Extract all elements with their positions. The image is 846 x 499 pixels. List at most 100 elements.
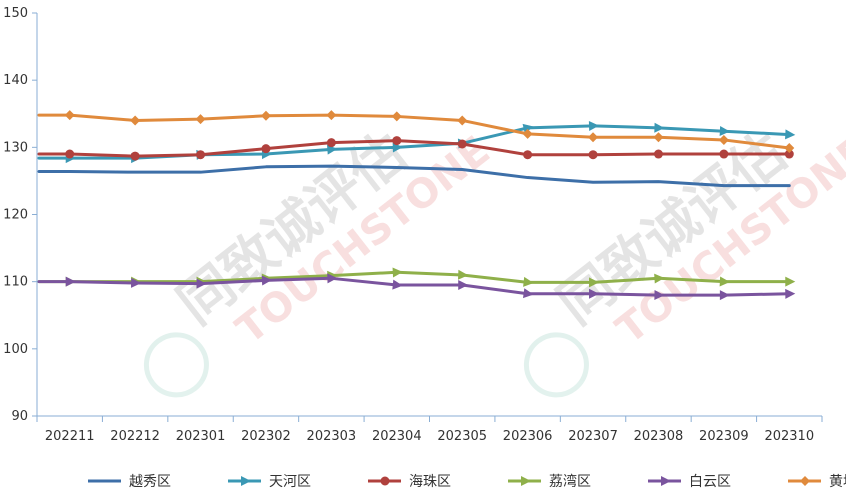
legend-label: 荔湾区 [549, 473, 591, 490]
data-point-marker [589, 277, 600, 288]
x-tick-label: 202307 [568, 429, 618, 444]
watermark-logo-icon [523, 332, 589, 398]
data-point-marker [719, 149, 729, 159]
legend-marker [380, 476, 390, 486]
data-point-marker [196, 150, 206, 160]
series-3 [37, 136, 794, 161]
legend-label: 白云区 [689, 474, 731, 490]
data-point-marker [392, 279, 403, 290]
x-tick-label: 202211 [45, 429, 95, 444]
data-point-marker [196, 278, 207, 289]
data-point-marker [719, 126, 730, 137]
data-point-marker [588, 150, 598, 160]
data-point-marker [130, 115, 141, 126]
legend-item: 天河区 [228, 474, 311, 490]
legend-marker [521, 476, 531, 486]
data-point-marker [719, 290, 730, 301]
legend-marker [800, 476, 810, 486]
data-point-marker [457, 115, 468, 126]
data-point-marker [718, 134, 729, 145]
x-tick-label: 202309 [699, 429, 749, 444]
data-point-marker [654, 273, 665, 284]
data-point-marker [522, 123, 534, 134]
legend-label: 海珠区 [409, 474, 451, 490]
x-tick-label: 202304 [372, 429, 422, 444]
data-point-marker [65, 276, 76, 287]
data-point-marker [784, 149, 794, 159]
data-point-marker [64, 110, 75, 121]
data-point-marker [523, 150, 533, 160]
legend-label: 黄埔区 [829, 473, 846, 490]
x-tick-label: 202301 [176, 429, 226, 444]
data-point-marker [522, 128, 533, 139]
data-point-marker [588, 120, 600, 131]
y-tick-label: 110 [3, 275, 28, 290]
chart-legend: 越秀区 天河区 海珠区 荔湾区 白云区 黄埔区 [88, 473, 846, 490]
data-point-marker [588, 132, 599, 143]
data-point-marker [130, 151, 140, 161]
series-line [37, 113, 791, 150]
data-point-marker [392, 267, 403, 278]
data-point-marker [326, 110, 337, 121]
data-point-marker [391, 111, 402, 122]
data-point-marker [260, 110, 271, 121]
data-point-marker [327, 273, 338, 284]
x-tick-label: 202308 [634, 429, 684, 444]
data-point-marker [392, 136, 402, 146]
data-point-marker [785, 276, 796, 287]
data-point-marker [719, 276, 730, 287]
data-point-marker [653, 149, 663, 159]
series-line [37, 164, 791, 188]
x-tick-label: 202306 [503, 429, 553, 444]
data-point-marker [458, 280, 469, 291]
data-point-marker [654, 290, 665, 301]
watermark-logo-icon [143, 332, 209, 398]
series-line [37, 139, 791, 158]
x-tick-label: 202305 [437, 429, 487, 444]
data-point-marker [326, 138, 336, 148]
data-point-marker [131, 277, 142, 288]
legend-item: 越秀区 [88, 474, 171, 490]
x-tick-label: 202212 [110, 429, 160, 444]
legend-item: 荔湾区 [508, 473, 591, 490]
data-point-marker [523, 276, 534, 287]
data-point-marker [654, 122, 665, 133]
legend-marker [241, 476, 251, 486]
data-point-marker [653, 132, 664, 143]
y-tick-label: 100 [3, 342, 28, 357]
y-tick-label: 90 [11, 409, 28, 424]
data-point-marker [65, 149, 75, 159]
legend-item: 白云区 [648, 474, 731, 490]
data-point-marker [392, 142, 403, 153]
y-tick-label: 120 [3, 208, 28, 223]
y-tick-label: 150 [3, 6, 28, 21]
data-point-marker [327, 144, 338, 155]
x-tick-label: 202310 [764, 429, 814, 444]
legend-label: 越秀区 [129, 474, 171, 490]
series-5 [37, 273, 796, 301]
data-point-marker [785, 129, 796, 140]
series-1 [37, 164, 791, 188]
y-tick-label: 130 [3, 140, 28, 155]
data-point-marker [785, 288, 796, 299]
data-point-marker [261, 275, 272, 286]
series-6 [37, 110, 795, 154]
chart-axes: 90 100 110 120 130 140 150 202211 202212 202301 20… [3, 6, 823, 444]
legend-item: 海珠区 [368, 474, 451, 490]
data-point-marker [522, 288, 534, 299]
data-point-marker [589, 288, 600, 299]
y-tick-label: 140 [3, 73, 28, 88]
x-tick-label: 202303 [307, 429, 357, 444]
chart-series [37, 110, 796, 301]
data-point-marker [261, 144, 271, 154]
legend-label: 天河区 [269, 474, 311, 490]
legend-item: 黄埔区 [788, 473, 846, 490]
data-point-marker [458, 269, 469, 280]
data-point-marker [457, 139, 467, 149]
x-tick-label: 202302 [241, 429, 291, 444]
data-point-marker [784, 143, 795, 154]
legend-marker [661, 476, 671, 486]
